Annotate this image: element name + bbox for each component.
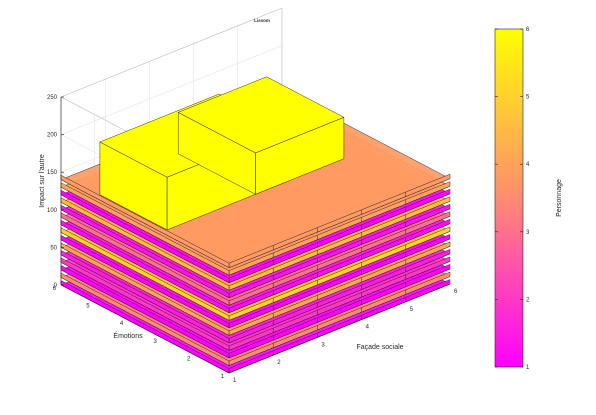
x-tick-label: 4 bbox=[366, 325, 370, 331]
y-tick-label: 1 bbox=[221, 374, 225, 380]
z-axis-label: Impact sur l'autre bbox=[39, 154, 46, 208]
z-tick-label: 50 bbox=[50, 245, 57, 251]
z-tick-label: 200 bbox=[47, 133, 58, 139]
y-tick-label: 6 bbox=[53, 286, 57, 292]
y-tick-label: 4 bbox=[120, 321, 124, 327]
colorbar-gradient bbox=[494, 28, 524, 368]
z-tick-label: 150 bbox=[47, 170, 58, 176]
x-axis-line bbox=[228, 283, 451, 374]
x-tick-label: 3 bbox=[321, 342, 325, 348]
y-tick-label: 3 bbox=[153, 339, 157, 345]
colorbar-ticks: 1 2 3 4 5 6 bbox=[495, 27, 530, 371]
colorbar-tick-label: 3 bbox=[526, 230, 530, 236]
colorbar-label: Personnage bbox=[556, 179, 563, 217]
chart-title: Lissom bbox=[254, 18, 270, 23]
x-axis-label: Façade sociale bbox=[356, 344, 403, 351]
z-tick-label: 250 bbox=[47, 95, 58, 101]
y-tick-label: 5 bbox=[86, 304, 90, 310]
colorbar-tick-label: 4 bbox=[526, 162, 530, 168]
colorbar-tick-label: 5 bbox=[526, 95, 530, 101]
y-axis-label: Émotions bbox=[113, 331, 143, 340]
y-axis-line bbox=[60, 284, 230, 374]
x-tick-label: 5 bbox=[410, 307, 414, 313]
surface-layer bbox=[60, 76, 451, 374]
colorbar-tick-label: 2 bbox=[526, 297, 530, 303]
axis-layer: 0 50 100 150 200 250 1 2 3 4 5 6 1 2 3 4 5 6 bbox=[47, 95, 458, 384]
colorbar-tick-label: 1 bbox=[526, 365, 530, 371]
grid-line bbox=[60, 45, 283, 135]
colorbar-tick-label: 6 bbox=[526, 27, 530, 33]
x-tick-label: 2 bbox=[277, 360, 281, 366]
box-edge bbox=[60, 7, 283, 98]
colorbar: 1 2 3 4 5 6 Personnage bbox=[494, 27, 563, 371]
y-tick-label: 2 bbox=[187, 356, 191, 362]
z-tick-label: 100 bbox=[47, 208, 58, 214]
x-tick-label: 6 bbox=[454, 289, 458, 295]
z-tick-label: 0 bbox=[54, 283, 58, 289]
x-tick-label: 1 bbox=[233, 378, 237, 384]
peak-top bbox=[177, 76, 345, 154]
